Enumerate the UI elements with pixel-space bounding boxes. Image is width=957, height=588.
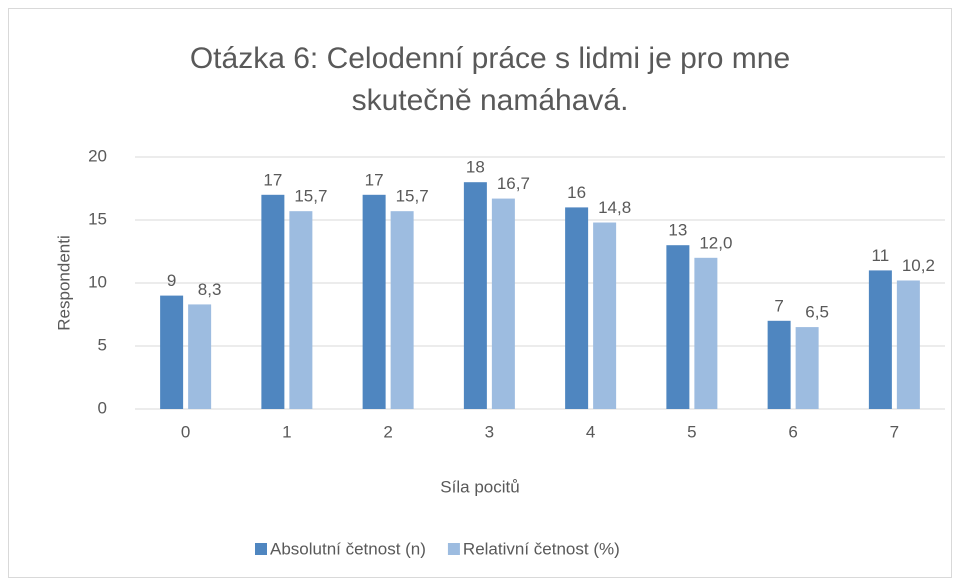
data-label: 16,7 [497, 174, 530, 193]
data-label: 13 [668, 221, 687, 240]
x-tick-label: 4 [586, 422, 595, 441]
x-tick-label: 7 [890, 422, 899, 441]
x-tick-label: 6 [788, 422, 797, 441]
data-label: 7 [774, 296, 783, 315]
bar [362, 194, 386, 409]
bar [463, 182, 487, 409]
bar [491, 198, 515, 409]
data-label: 15,7 [294, 187, 327, 206]
data-label: 16 [567, 183, 586, 202]
data-label: 18 [466, 158, 485, 177]
y-tick-label: 20 [88, 146, 107, 165]
bar [694, 257, 718, 409]
legend-swatch [447, 543, 460, 555]
x-axis-label: Síla pocitů [440, 477, 519, 496]
chart-title: Otázka 6: Celodenní práce s lidmi je pro… [190, 42, 790, 75]
chart-title: skutečně namáhavá. [352, 84, 629, 117]
data-label: 12,0 [699, 233, 732, 252]
legend-swatch [255, 543, 267, 555]
bar [261, 194, 285, 409]
x-tick-label: 5 [687, 422, 696, 441]
bar [593, 222, 617, 409]
bar [868, 270, 892, 409]
bar [795, 327, 819, 409]
data-label: 15,7 [396, 187, 429, 206]
bar [160, 295, 184, 409]
y-tick-label: 15 [88, 209, 107, 228]
data-label: 11 [872, 246, 890, 265]
bar [390, 211, 414, 409]
x-tick-label: 3 [485, 422, 494, 441]
bar [666, 245, 690, 409]
data-label: 17 [263, 170, 282, 189]
data-label: 10,2 [902, 256, 935, 275]
bar [767, 320, 791, 409]
data-label: 8,3 [198, 280, 222, 299]
bar [188, 304, 212, 409]
legend-label: Relativní četnost (%) [463, 539, 620, 558]
bar [565, 207, 589, 409]
bar [896, 280, 920, 409]
y-tick-label: 10 [88, 272, 107, 291]
y-tick-label: 0 [98, 398, 107, 417]
y-axis-label: Respondenti [54, 235, 73, 330]
data-label: 14,8 [598, 198, 631, 217]
x-tick-label: 0 [181, 422, 190, 441]
legend-label: Absolutní četnost (n) [270, 539, 426, 558]
y-tick-label: 5 [98, 335, 107, 354]
x-tick-label: 2 [383, 422, 392, 441]
data-label: 6,5 [805, 303, 829, 322]
x-tick-label: 1 [282, 422, 291, 441]
data-label: 17 [365, 170, 384, 189]
bar [289, 211, 313, 409]
data-label: 9 [167, 271, 176, 290]
